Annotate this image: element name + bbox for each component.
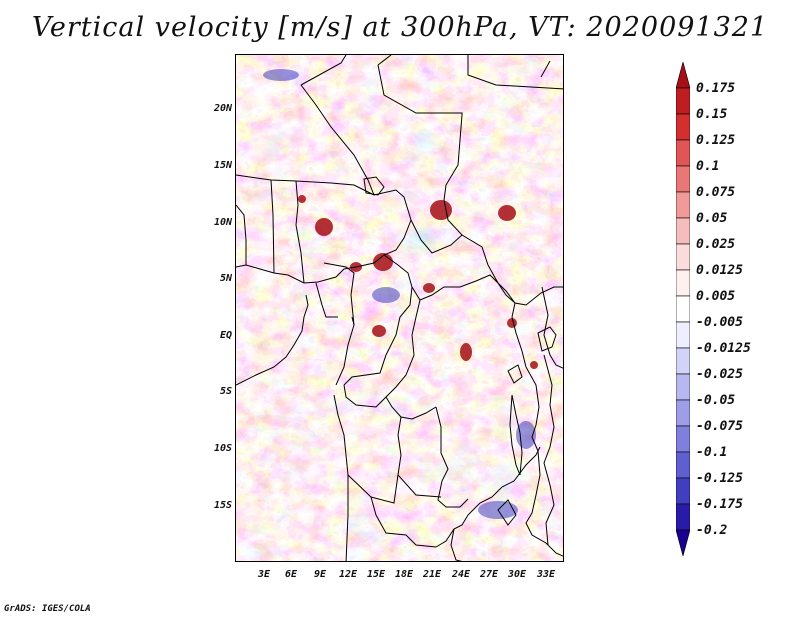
colorbar-segment xyxy=(675,269,691,297)
chart-title: Vertical velocity [m/s] at 300hPa, VT: 2… xyxy=(31,12,769,43)
lat-label: 15S xyxy=(213,500,232,511)
colorbar-label: 0.125 xyxy=(696,133,736,148)
lat-label: 5N xyxy=(219,273,232,284)
velocity-field-broad xyxy=(236,55,563,561)
lat-label: 20N xyxy=(213,103,232,114)
colorbar-label: -0.125 xyxy=(696,471,743,486)
colorbar-segment xyxy=(675,399,691,427)
lon-label: 18E xyxy=(394,569,414,580)
colorbar-label: 0.025 xyxy=(696,237,736,252)
colorbar-segment xyxy=(675,165,691,193)
colorbar-label: 0.0125 xyxy=(696,263,743,278)
colorbar-label: -0.175 xyxy=(696,497,743,512)
lon-label: 27E xyxy=(479,569,499,580)
colorbar-segment xyxy=(675,477,691,505)
lat-label: EQ xyxy=(219,330,232,341)
colorbar-segment xyxy=(675,60,691,89)
lat-label: 5S xyxy=(219,386,232,397)
colorbar-segment xyxy=(675,87,691,115)
colorbar-segment xyxy=(675,529,691,558)
lon-label: 15E xyxy=(366,569,386,580)
colorbar-segment xyxy=(675,243,691,271)
lon-label: 21E xyxy=(422,569,442,580)
colorbar-label: -0.005 xyxy=(696,315,743,330)
colorbar-segment xyxy=(675,295,691,323)
colorbar-segment xyxy=(675,451,691,479)
colorbar-label: -0.2 xyxy=(696,523,728,538)
colorbar-label: 0.075 xyxy=(696,185,736,200)
colorbar-label: -0.025 xyxy=(696,367,743,382)
lat-label: 15N xyxy=(213,160,232,171)
lat-label: 10S xyxy=(213,443,232,454)
colorbar-segment xyxy=(675,373,691,401)
lon-label: 30E xyxy=(507,569,527,580)
lon-label: 12E xyxy=(338,569,358,580)
colorbar-segment xyxy=(675,139,691,167)
colorbar-segment xyxy=(675,217,691,245)
grads-credit: GrADS: IGES/COLA xyxy=(4,604,91,614)
colorbar xyxy=(675,60,691,558)
colorbar-segment xyxy=(675,191,691,219)
colorbar-segment xyxy=(675,425,691,453)
lon-label: 24E xyxy=(451,569,471,580)
vertical-velocity-map xyxy=(235,54,564,562)
colorbar-label: -0.075 xyxy=(696,419,743,434)
colorbar-label: 0.1 xyxy=(696,159,720,174)
colorbar-label: 0.15 xyxy=(696,107,728,122)
lon-label: 33E xyxy=(536,569,556,580)
colorbar-label: -0.0125 xyxy=(696,341,751,356)
colorbar-label: -0.1 xyxy=(696,445,728,460)
country-borders xyxy=(236,55,563,561)
lon-label: 6E xyxy=(284,569,298,580)
lakes xyxy=(363,176,557,526)
colorbar-label: 0.005 xyxy=(696,289,736,304)
colorbar-label: -0.05 xyxy=(696,393,736,408)
lon-label: 3E xyxy=(257,569,271,580)
lon-label: 9E xyxy=(313,569,327,580)
colorbar-label: 0.05 xyxy=(696,211,728,226)
colorbar-segment xyxy=(675,347,691,375)
colorbar-label: 0.175 xyxy=(696,81,736,96)
colorbar-segment xyxy=(675,113,691,141)
lat-label: 10N xyxy=(213,217,232,228)
colorbar-segment xyxy=(675,321,691,349)
colorbar-segment xyxy=(675,503,691,531)
